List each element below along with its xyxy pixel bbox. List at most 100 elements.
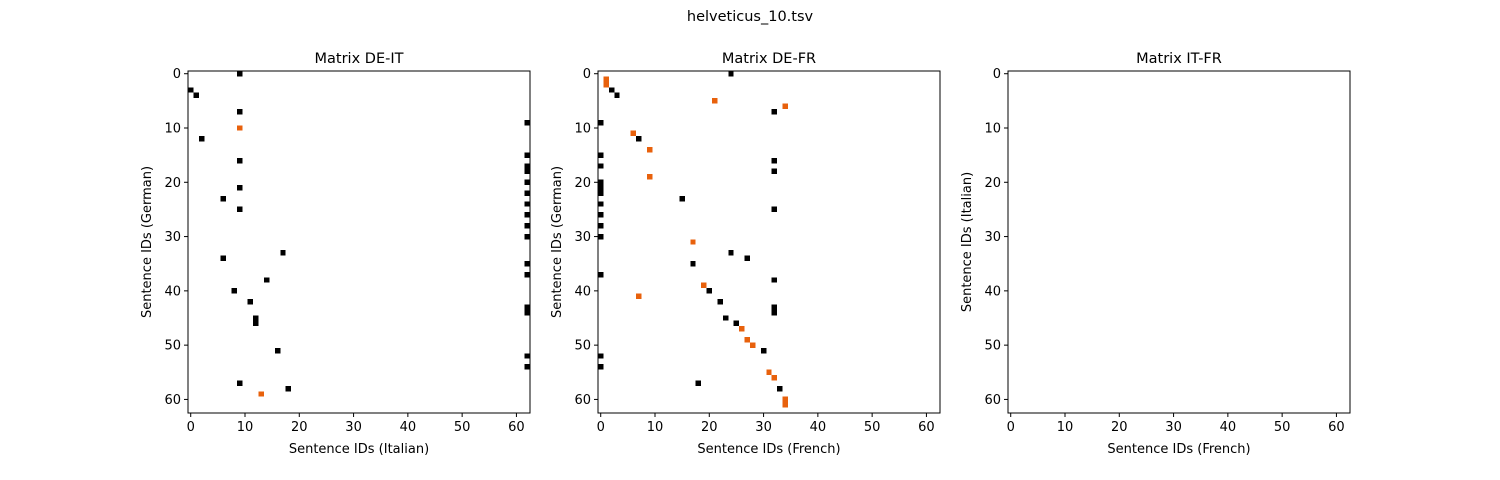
plot-area [598,71,940,413]
x-axis-label: Sentence IDs (French) [697,442,840,457]
highlight-cell [603,76,609,82]
match-cell [744,255,750,261]
y-tick-label: 60 [164,393,181,408]
match-cell [636,136,642,142]
x-axis-label: Sentence IDs (Italian) [289,442,429,457]
match-cell [524,168,530,175]
match-cell [198,136,205,142]
match-cell [771,168,778,175]
y-tick-label: 20 [164,176,181,191]
highlight-cell [782,396,788,403]
panel-2: Matrix DE-FR 0 10 20 30 40 50 60 0 10 20 30 40 50 60 Se… [550,51,941,457]
y-tick-label: 40 [574,284,591,299]
highlight-cell [603,81,609,88]
highlight-cell [782,402,788,408]
axes-frame [187,70,531,414]
x-tick-label: 60 [1328,420,1345,435]
highlight-cell [690,239,696,245]
panels: Matrix DE-IT 0 10 20 30 40 50 60 0 10 20 30 40 50 60 Se… [140,51,1351,457]
match-cell [717,299,723,305]
y-tick-label: 20 [574,176,591,191]
y-tick-label: 30 [984,230,1001,245]
match-cell [285,385,292,392]
match-cell [690,261,696,267]
y-tick-label: 20 [984,176,1001,191]
match-cell [598,119,604,126]
match-cell [598,185,604,191]
panel-1: Matrix DE-IT 0 10 20 30 40 50 60 0 10 20 30 40 50 60 Se… [140,51,531,457]
y-tick-label: 40 [164,284,181,299]
y-tick-label: 10 [164,122,181,137]
match-cell [236,380,243,386]
match-cell [706,288,712,294]
match-cell [274,347,281,354]
x-tick-label: 20 [701,420,718,435]
match-cell [220,195,226,202]
highlight-cell [236,125,243,131]
match-cell [247,299,254,305]
match-cell [771,206,778,213]
match-cell [733,320,740,327]
highlight-cell [739,326,745,332]
match-cell [695,380,702,386]
x-tick-label: 10 [1057,420,1074,435]
match-cell [253,320,259,327]
x-axis-label: Sentence IDs (French) [1107,442,1250,457]
match-cell [598,201,604,207]
highlight-cell [701,282,707,289]
x-tick-label: 10 [647,420,664,435]
match-cell [236,185,243,191]
y-tick-label: 60 [574,393,591,408]
y-tick-label: 30 [164,230,181,245]
axes-frame [1007,70,1351,414]
panel-title: Matrix DE-IT [315,51,404,67]
x-tick-label: 50 [454,420,471,435]
match-cell [231,288,237,294]
x-tick-label: 10 [237,420,254,435]
x-tick-label: 60 [918,420,935,435]
panel-3: Matrix IT-FR 0 10 20 30 40 50 60 0 10 20 30 40 50 60 Se… [960,51,1351,457]
x-tick-label: 30 [345,420,362,435]
x-tick-label: 40 [400,420,417,435]
y-tick-label: 50 [574,339,591,354]
match-cell [524,163,530,169]
match-cell [760,347,767,354]
match-cell [236,157,243,164]
match-cell [722,315,729,321]
y-tick-label: 0 [993,67,1001,82]
match-cell [608,87,615,93]
y-tick-label: 0 [173,67,181,82]
x-tick-label: 40 [810,420,827,435]
match-cell [614,92,620,99]
y-axis-label: Sentence IDs (German) [550,166,565,318]
match-cell [524,304,530,310]
x-tick-label: 60 [508,420,525,435]
highlight-cell [636,293,642,299]
match-cell [524,364,530,370]
highlight-cell [750,342,756,348]
match-cell [728,71,734,77]
match-cell [236,109,243,115]
match-cell [771,157,778,164]
match-cell [598,353,604,359]
match-cell [220,255,226,261]
match-cell [598,190,604,196]
x-tick-label: 50 [864,420,881,435]
match-cell [598,233,604,240]
match-cell [236,71,243,77]
y-tick-label: 10 [984,122,1001,137]
highlight-cell [712,98,718,104]
match-cell [771,277,778,283]
y-tick-label: 0 [583,67,591,82]
match-cell [524,190,530,196]
panel-title: Matrix IT-FR [1136,51,1222,67]
y-tick-label: 50 [984,339,1001,354]
x-tick-label: 50 [1274,420,1291,435]
match-cell [524,119,530,126]
x-tick-label: 30 [1165,420,1182,435]
x-tick-label: 0 [1007,420,1015,435]
y-tick-label: 40 [984,284,1001,299]
plot-area [188,71,530,413]
match-cell [524,309,530,316]
